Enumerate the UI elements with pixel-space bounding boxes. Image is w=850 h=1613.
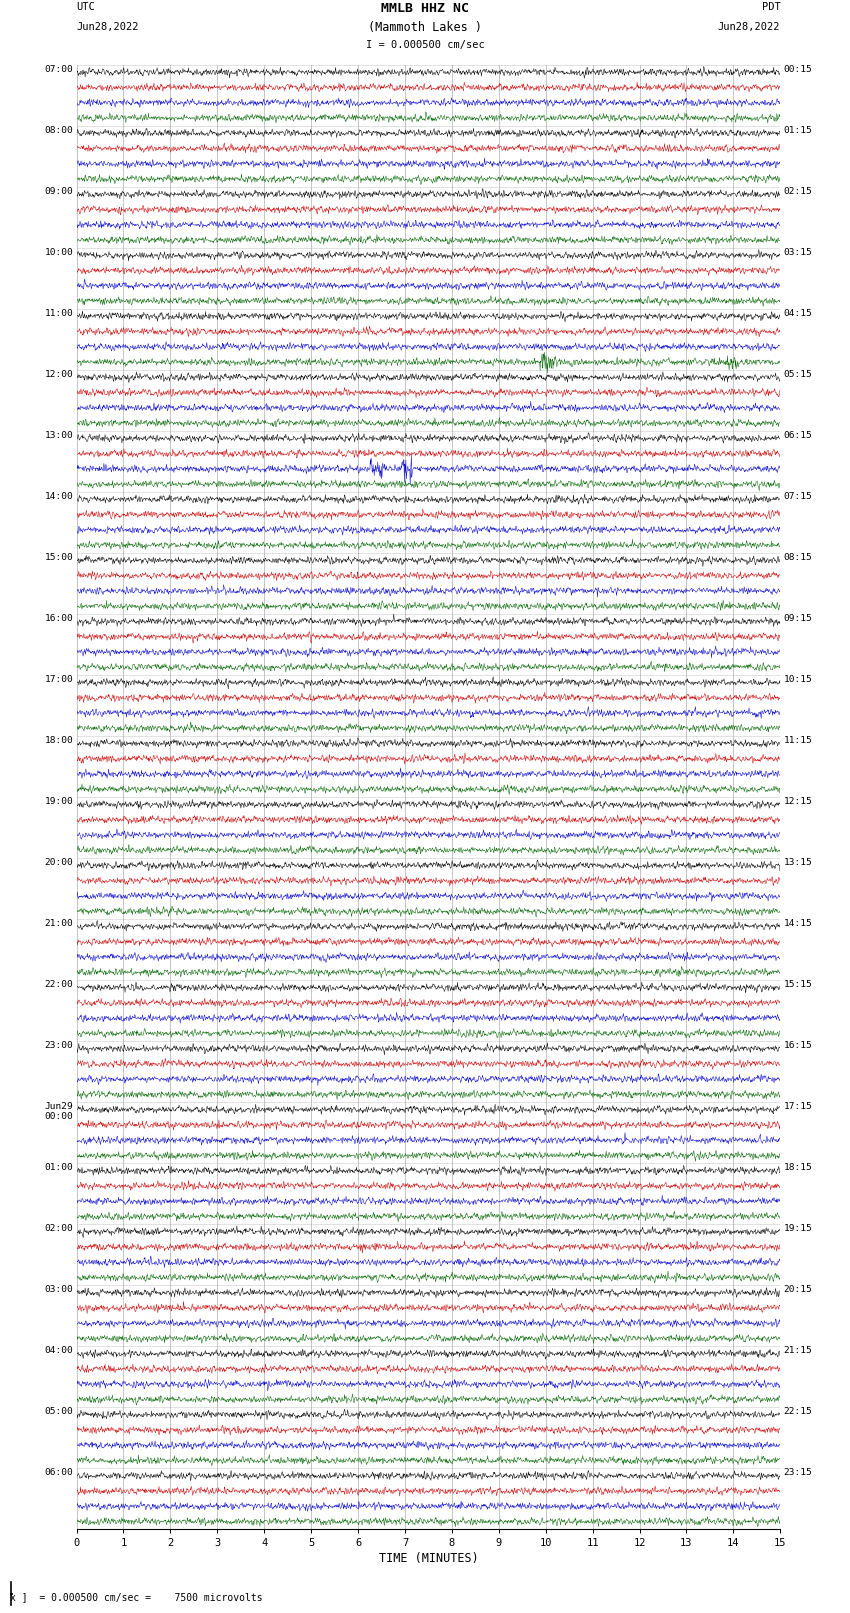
Text: 15:00: 15:00: [44, 553, 73, 561]
Text: 01:15: 01:15: [784, 126, 813, 134]
Text: 21:00: 21:00: [44, 919, 73, 927]
Text: 15:15: 15:15: [784, 979, 813, 989]
Text: 06:00: 06:00: [44, 1468, 73, 1478]
X-axis label: TIME (MINUTES): TIME (MINUTES): [378, 1552, 479, 1565]
Text: 07:00: 07:00: [44, 65, 73, 74]
Text: 17:15: 17:15: [784, 1102, 813, 1111]
Text: 18:00: 18:00: [44, 736, 73, 745]
Text: 05:00: 05:00: [44, 1407, 73, 1416]
Text: 04:15: 04:15: [784, 308, 813, 318]
Text: 23:15: 23:15: [784, 1468, 813, 1478]
Text: 18:15: 18:15: [784, 1163, 813, 1173]
Text: 13:15: 13:15: [784, 858, 813, 866]
Text: 05:15: 05:15: [784, 369, 813, 379]
Text: Jun29
00:00: Jun29 00:00: [44, 1102, 73, 1121]
Text: 10:00: 10:00: [44, 247, 73, 256]
Text: Jun28,2022: Jun28,2022: [76, 23, 139, 32]
Text: 13:00: 13:00: [44, 431, 73, 440]
Text: 08:00: 08:00: [44, 126, 73, 134]
Text: 17:00: 17:00: [44, 674, 73, 684]
Text: UTC: UTC: [76, 3, 95, 13]
Text: Jun28,2022: Jun28,2022: [717, 23, 780, 32]
Text: (Mammoth Lakes ): (Mammoth Lakes ): [368, 21, 482, 34]
Text: 08:15: 08:15: [784, 553, 813, 561]
Text: PDT: PDT: [762, 3, 780, 13]
Text: x ]  = 0.000500 cm/sec =    7500 microvolts: x ] = 0.000500 cm/sec = 7500 microvolts: [10, 1592, 263, 1602]
Text: 11:00: 11:00: [44, 308, 73, 318]
Text: 16:00: 16:00: [44, 615, 73, 623]
Text: 04:00: 04:00: [44, 1345, 73, 1355]
Text: 19:00: 19:00: [44, 797, 73, 806]
Text: 12:00: 12:00: [44, 369, 73, 379]
Text: 03:00: 03:00: [44, 1286, 73, 1294]
Text: 09:00: 09:00: [44, 187, 73, 195]
Text: 06:15: 06:15: [784, 431, 813, 440]
Text: I = 0.000500 cm/sec: I = 0.000500 cm/sec: [366, 39, 484, 50]
Text: 14:00: 14:00: [44, 492, 73, 500]
Text: 10:15: 10:15: [784, 674, 813, 684]
Text: 03:15: 03:15: [784, 247, 813, 256]
Text: 07:15: 07:15: [784, 492, 813, 500]
Text: 21:15: 21:15: [784, 1345, 813, 1355]
Text: 23:00: 23:00: [44, 1040, 73, 1050]
Text: 22:00: 22:00: [44, 979, 73, 989]
Text: 02:15: 02:15: [784, 187, 813, 195]
Text: 01:00: 01:00: [44, 1163, 73, 1173]
Text: 00:15: 00:15: [784, 65, 813, 74]
Text: 20:00: 20:00: [44, 858, 73, 866]
Text: 09:15: 09:15: [784, 615, 813, 623]
Text: 19:15: 19:15: [784, 1224, 813, 1232]
Text: 02:00: 02:00: [44, 1224, 73, 1232]
Text: 20:15: 20:15: [784, 1286, 813, 1294]
Text: 22:15: 22:15: [784, 1407, 813, 1416]
Text: 16:15: 16:15: [784, 1040, 813, 1050]
Text: 14:15: 14:15: [784, 919, 813, 927]
Text: MMLB HHZ NC: MMLB HHZ NC: [381, 3, 469, 16]
Text: 11:15: 11:15: [784, 736, 813, 745]
Text: 12:15: 12:15: [784, 797, 813, 806]
